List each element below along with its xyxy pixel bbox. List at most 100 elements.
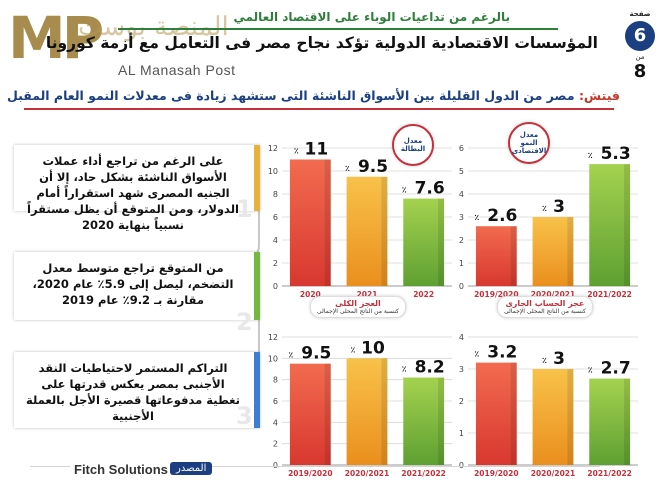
y-tick-label: 6 bbox=[273, 397, 278, 406]
callout-text: التراكم المستمر لاحتياطيات النقد الأجنبى… bbox=[26, 361, 240, 423]
subhead-text: مصر من الدول القليلة بين الأسواق الناشئة… bbox=[6, 88, 575, 103]
page-total: 8 bbox=[633, 61, 647, 82]
bar bbox=[532, 369, 574, 465]
x-category-label: 2019/2020 bbox=[474, 469, 519, 478]
bar-shade bbox=[567, 369, 574, 465]
x-category-label: 2020/2021 bbox=[531, 469, 576, 478]
bar-unit-label: ٪ bbox=[294, 147, 299, 156]
bar bbox=[475, 362, 517, 465]
subhead: فيتش: مصر من الدول القليلة بين الأسواق ا… bbox=[7, 88, 620, 103]
page-label: صفحة bbox=[629, 10, 651, 18]
bar-value-label: 11 bbox=[304, 140, 328, 160]
callout-text: على الرغم من تراجع أداء عملات الأسواق ال… bbox=[27, 154, 239, 232]
bar-value-label: 5.3 bbox=[601, 144, 631, 164]
x-category-label: 2022 bbox=[413, 290, 434, 299]
bar bbox=[403, 198, 445, 286]
bar-shade bbox=[381, 358, 388, 465]
x-category-label: 2019/2020 bbox=[288, 469, 333, 478]
brand-logo: MP المنصة بوست bbox=[8, 8, 229, 68]
y-tick-label: 4 bbox=[459, 190, 464, 199]
bar bbox=[589, 378, 631, 465]
bar-value-label: 10 bbox=[361, 338, 385, 358]
bar-value-label: 9.5 bbox=[358, 157, 388, 177]
footer-divider bbox=[30, 466, 600, 480]
bar-unit-label: ٪ bbox=[542, 204, 547, 213]
subhead-divider bbox=[24, 108, 614, 110]
bar bbox=[403, 377, 445, 465]
x-category-label: 2021/2022 bbox=[587, 290, 632, 299]
badge-budget-deficit: العجز الكلى كنسبة من الناتج المحلى الإجم… bbox=[310, 296, 406, 318]
x-category-label: 2019/2020 bbox=[474, 290, 519, 299]
y-tick-label: 6 bbox=[459, 144, 464, 153]
y-tick-label: 12 bbox=[268, 333, 278, 342]
bar bbox=[589, 164, 631, 286]
kicker: بالرغم من تداعيات الوباء على الاقتصاد ال… bbox=[233, 10, 510, 24]
footer-source: Fitch Solutions bbox=[70, 462, 172, 477]
bar-value-label: 3.2 bbox=[487, 343, 517, 363]
badge-label: عجز الحساب الجارى bbox=[505, 299, 585, 308]
bar-unit-label: ٪ bbox=[588, 151, 593, 160]
page-of-label: من bbox=[635, 53, 645, 61]
bar-unit-label: ٪ bbox=[542, 356, 547, 365]
y-tick-label: 4 bbox=[459, 333, 464, 342]
bar bbox=[346, 176, 388, 286]
bar-value-label: 3 bbox=[553, 349, 565, 369]
badge-label: معدل البطالة bbox=[400, 137, 426, 153]
y-tick-label: 10 bbox=[268, 167, 278, 176]
bar-shade bbox=[438, 198, 445, 286]
bar-shade bbox=[324, 159, 331, 286]
current-account-pill: عجز الحساب الجارى كنسبة من الناتج المحلى… bbox=[497, 296, 593, 318]
y-tick-label: 1 bbox=[459, 429, 464, 438]
brand-watermark: المنصة بوست bbox=[78, 12, 229, 42]
badge-sublabel: كنسبة من الناتج المحلى الإجمالى bbox=[317, 308, 399, 315]
kicker-divider bbox=[118, 28, 558, 30]
bar-shade bbox=[324, 363, 331, 465]
bar-unit-label: ٪ bbox=[402, 186, 407, 195]
bar-value-label: 7.6 bbox=[415, 179, 445, 199]
bar-value-label: 3 bbox=[553, 197, 565, 217]
callout-text: من المتوقع تراجع متوسط معدل التضخم، ليصل… bbox=[32, 261, 234, 307]
bar-unit-label: ٪ bbox=[474, 350, 479, 359]
x-category-label: 2020 bbox=[300, 290, 321, 299]
bar bbox=[289, 363, 331, 465]
headline: المؤسسات الاقتصادية الدولية تؤكد نجاح مص… bbox=[45, 34, 598, 52]
bar bbox=[532, 217, 574, 286]
y-tick-label: 8 bbox=[273, 376, 278, 385]
callout-step-number: 1 bbox=[236, 195, 253, 223]
y-tick-label: 0 bbox=[459, 282, 464, 291]
unemployment-badge-icon: معدل البطالة bbox=[392, 124, 434, 166]
page-indicator: صفحة 6 من 8 bbox=[620, 10, 660, 100]
bar-unit-label: ٪ bbox=[351, 345, 356, 354]
badge-current-account: عجز الحساب الجارى كنسبة من الناتج المحلى… bbox=[497, 296, 593, 318]
bar-unit-label: ٪ bbox=[288, 351, 293, 360]
page-number: 6 bbox=[625, 21, 655, 51]
bar-unit-label: ٪ bbox=[588, 366, 593, 375]
bar bbox=[475, 226, 517, 286]
bar-shade bbox=[510, 362, 517, 465]
badge-unemployment: معدل البطالة bbox=[392, 124, 434, 166]
x-category-label: 2021/2022 bbox=[587, 469, 632, 478]
bar-shade bbox=[624, 164, 631, 286]
bar-value-label: 2.7 bbox=[601, 359, 631, 379]
footer-source-label: المصدر bbox=[170, 462, 213, 475]
y-tick-label: 8 bbox=[273, 190, 278, 199]
y-tick-label: 4 bbox=[273, 236, 278, 245]
y-tick-label: 3 bbox=[459, 213, 464, 222]
bar-shade bbox=[381, 176, 388, 286]
y-tick-label: 6 bbox=[273, 213, 278, 222]
bar-shade bbox=[624, 378, 631, 465]
brand-latin-name: AL Manasah Post bbox=[118, 62, 236, 78]
callout-inflation: من المتوقع تراجع متوسط معدل التضخم، ليصل… bbox=[14, 252, 260, 320]
callout-currency: على الرغم من تراجع أداء عملات الأسواق ال… bbox=[14, 145, 260, 232]
x-category-label: 2021 bbox=[357, 290, 378, 299]
y-tick-label: 2 bbox=[459, 236, 464, 245]
subhead-lead: فيتش: bbox=[578, 88, 620, 103]
badge-growth: معدل النمو الاقتصادى bbox=[508, 122, 550, 164]
y-tick-label: 3 bbox=[459, 365, 464, 374]
badge-sublabel: كنسبة من الناتج المحلى الإجمالى bbox=[504, 308, 586, 315]
badge-label: معدل النمو الاقتصادى bbox=[511, 131, 547, 155]
badge-label: العجز الكلى bbox=[335, 299, 381, 308]
bar-unit-label: ٪ bbox=[474, 213, 479, 222]
bar-shade bbox=[510, 226, 517, 286]
